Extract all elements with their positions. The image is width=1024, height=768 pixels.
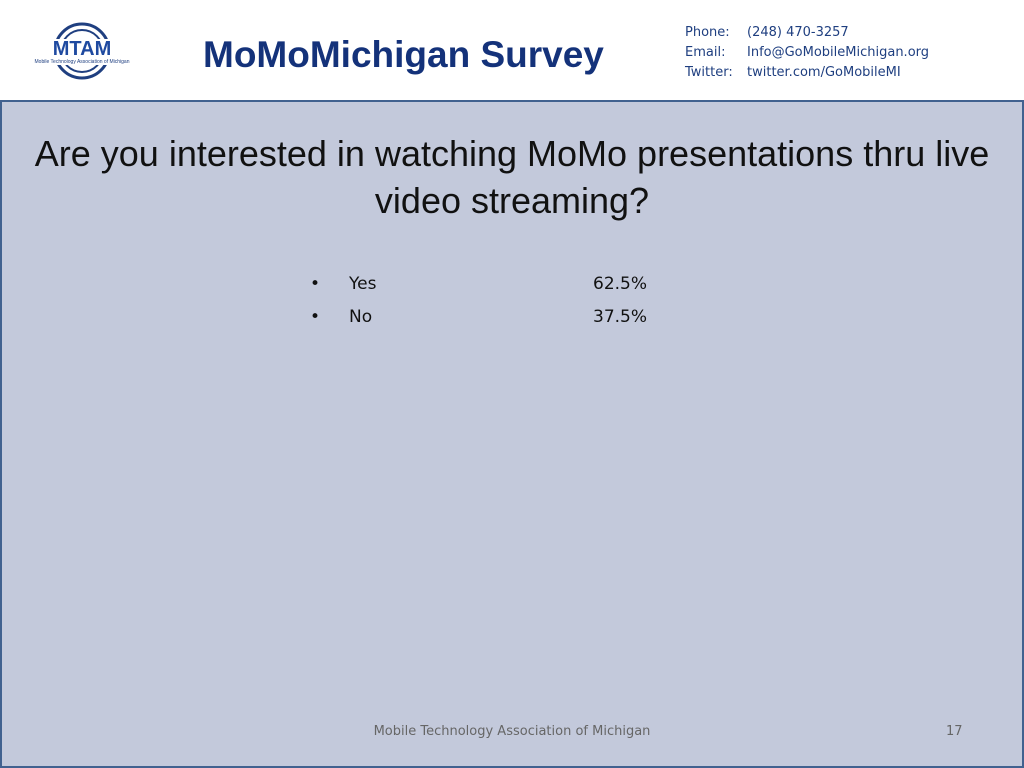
contact-row: Phone: (248) 470-3257 [685, 23, 929, 43]
answer-value: 37.5% [593, 307, 648, 327]
bullet: • [310, 307, 321, 327]
contact-value: (248) 470-3257 [747, 25, 849, 40]
content: Are you interested in watching MoMo pres… [0, 100, 1024, 768]
bullet: • [310, 274, 321, 294]
contact-value: Info@GoMobileMichigan.org [747, 45, 930, 60]
contact-row: Twitter: twitter.com/GoMobileMI [685, 63, 929, 83]
page-number: 17 [946, 724, 963, 739]
logo-title: MTAM [53, 38, 112, 60]
logo-subtitle: Mobile Technology Association of Michiga… [35, 59, 130, 65]
contact-label: Phone: [685, 25, 730, 40]
contact: Phone: (248) 470-3257 Email: Info@GoMobileM… [685, 23, 929, 83]
logo: MTAM Mobile Technology Association of Mi… [22, 22, 142, 80]
contact-label: Email: [685, 45, 726, 60]
answer-value: 62.5% [593, 274, 648, 294]
footer-text: Mobile Technology Association of Michiga… [373, 724, 651, 739]
contact-row: Email: Info@GoMobileMichigan.org [685, 43, 929, 63]
answer-label: Yes [349, 274, 377, 294]
question: Are you interested in watching MoMo pres… [34, 133, 990, 221]
header-title: MoMoMichigan Survey [203, 34, 604, 75]
answer-label: No [349, 307, 373, 327]
contact-label: Twitter: [685, 65, 733, 80]
contact-value: twitter.com/GoMobileMI [747, 65, 901, 80]
header: MTAM Mobile Technology Association of Mi… [0, 0, 1024, 100]
